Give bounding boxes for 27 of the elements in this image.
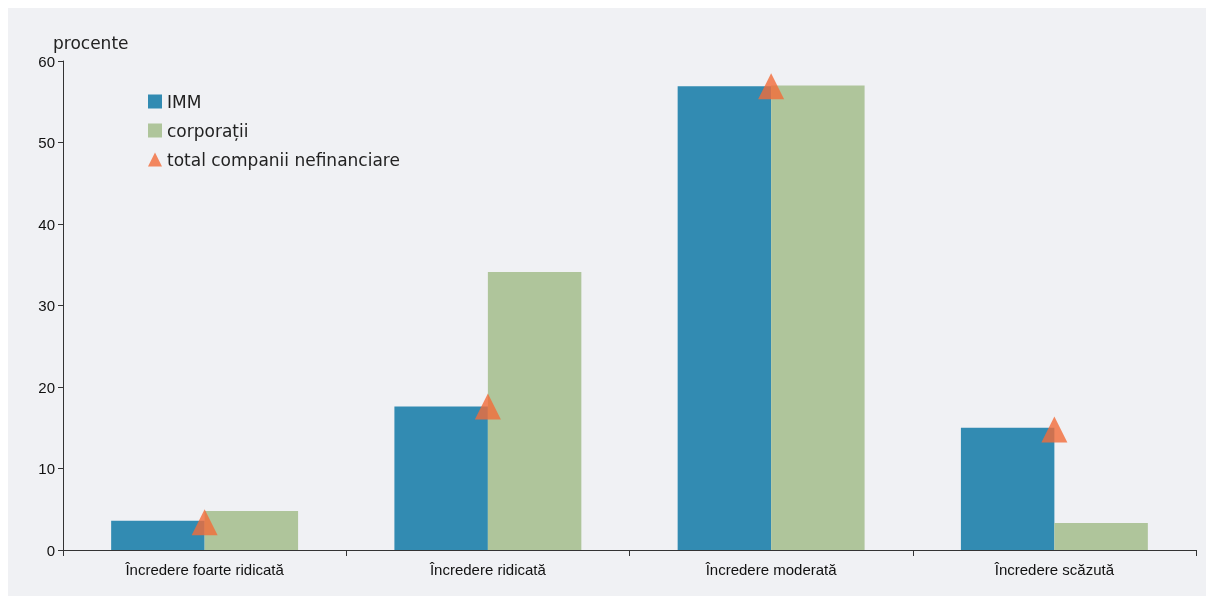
bar — [677, 86, 772, 550]
y-tick-label: 60 — [38, 52, 55, 70]
x-tick-label: Încredere ridicată — [428, 561, 547, 578]
y-tick-label: 0 — [46, 541, 55, 559]
point — [1041, 416, 1068, 443]
legend-label: corporații — [167, 120, 249, 141]
bar — [1054, 523, 1148, 550]
legend-label: IMM — [167, 91, 202, 112]
y-tick-label: 20 — [38, 378, 55, 396]
legend-label: total companii nefinanciare — [167, 149, 400, 170]
point — [474, 393, 501, 420]
x-tick-label: Încredere moderată — [704, 561, 838, 578]
y-tick-label: 30 — [38, 297, 55, 314]
bar — [960, 427, 1055, 550]
bar — [111, 520, 205, 550]
bar — [487, 272, 582, 550]
point — [758, 73, 785, 100]
point — [191, 509, 218, 536]
y-axis-title: procente — [53, 32, 129, 53]
bar — [204, 510, 299, 550]
y-tick-label: 50 — [38, 134, 55, 151]
x-tick-label: Încredere scăzută — [993, 561, 1115, 578]
y-tick-label: 40 — [38, 215, 55, 233]
x-tick-label: Încredere foarte ridicată — [124, 561, 285, 578]
bar — [771, 85, 865, 550]
y-tick-label: 10 — [38, 460, 55, 477]
bar — [394, 406, 488, 550]
